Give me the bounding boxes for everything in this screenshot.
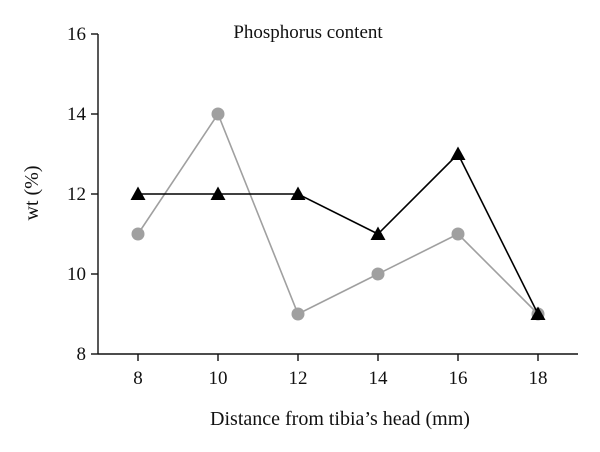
y-tick-label: 10 (67, 264, 86, 285)
series-1-point (451, 227, 465, 241)
series-1 (131, 107, 545, 321)
series-2-point (130, 186, 146, 200)
series-1-point (131, 227, 145, 241)
series-2-point (290, 186, 306, 200)
axes: 8 10 12 14 16 8 10 12 14 16 18 (67, 24, 578, 389)
x-tick-label: 8 (133, 368, 143, 389)
series-2 (130, 146, 546, 320)
series-2-point (450, 146, 466, 160)
series-2-point (370, 226, 386, 240)
y-tick-label: 16 (67, 24, 86, 45)
chart-title: Phosphorus content (233, 22, 383, 43)
x-tick-label: 12 (289, 368, 308, 389)
y-tick-label: 8 (77, 344, 87, 365)
series-layer (130, 107, 546, 321)
series-2-line (138, 152, 539, 315)
y-tick-label: 14 (67, 104, 87, 125)
x-axis-title: Distance from tibia’s head (mm) (210, 408, 470, 430)
series-1-point (371, 267, 385, 281)
y-axis-title: wt (%) (21, 166, 43, 221)
y-tick-label: 12 (67, 184, 86, 205)
x-tick-label: 18 (529, 368, 548, 389)
x-tick-label: 14 (369, 368, 389, 389)
series-1-line (137, 112, 539, 316)
x-tick-label: 16 (449, 368, 468, 389)
series-1-point (291, 307, 305, 321)
series-2-point (210, 186, 226, 200)
series-1-point (211, 107, 225, 121)
series-2-point (530, 306, 546, 320)
x-tick-label: 10 (209, 368, 228, 389)
